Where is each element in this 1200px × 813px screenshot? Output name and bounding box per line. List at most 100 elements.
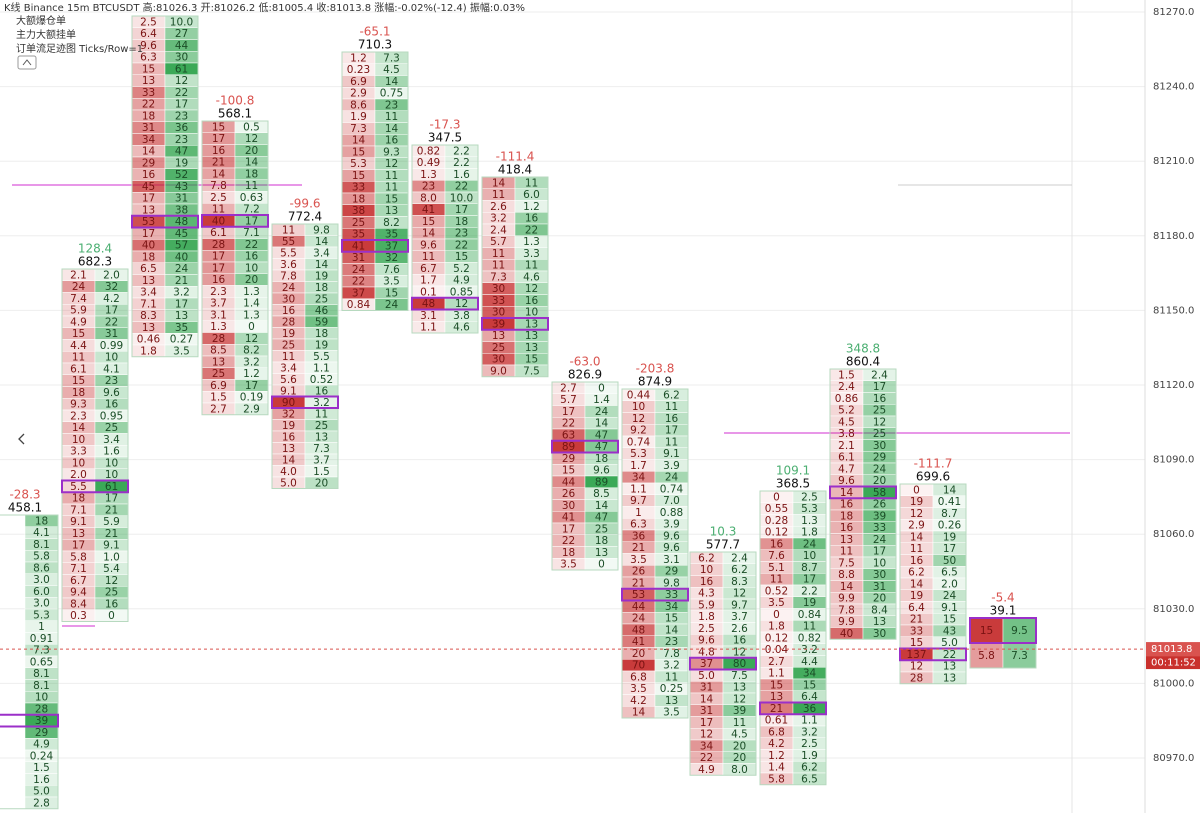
- buy-volume: 22: [245, 239, 258, 251]
- buy-volume: 0.5: [243, 121, 260, 133]
- buy-volume: 1.8: [801, 527, 818, 539]
- sell-volume: 3.4: [140, 287, 157, 299]
- sell-volume: 6.4: [908, 602, 925, 614]
- buy-volume: 1.2: [523, 201, 540, 213]
- buy-volume: 1.6: [453, 169, 470, 181]
- footprint-column: 184.18.15.88.63.06.03.05.310.917.30.658.…: [0, 488, 59, 809]
- scroll-left[interactable]: [18, 433, 25, 445]
- buy-volume: 13: [385, 205, 398, 217]
- buy-volume: 18: [455, 216, 468, 228]
- sell-volume: 2.5: [210, 192, 227, 204]
- sell-volume: 21: [632, 542, 645, 554]
- sell-volume: 12: [910, 661, 923, 673]
- sell-volume: 14: [282, 454, 296, 466]
- sell-volume: 6.2: [698, 552, 715, 564]
- buy-volume: 46: [315, 305, 329, 317]
- buy-volume: 8.2: [383, 217, 400, 229]
- sell-volume: 14: [700, 693, 714, 705]
- sell-volume: 18: [142, 251, 155, 263]
- buy-volume: 48: [175, 216, 188, 228]
- sell-volume: 37: [700, 658, 713, 670]
- buy-volume: 13: [943, 661, 956, 673]
- buy-cell: [1002, 617, 1037, 644]
- sell-volume: 45: [142, 181, 155, 193]
- buy-volume: 9.5: [1011, 625, 1028, 637]
- sell-volume: 1.8: [768, 621, 785, 633]
- buy-volume: 9.6: [593, 465, 610, 477]
- buy-volume: 2.9: [243, 403, 260, 415]
- sell-volume: 11: [840, 546, 853, 558]
- buy-volume: 7.5: [731, 670, 748, 682]
- sell-volume: 48: [422, 298, 435, 310]
- buy-volume: 9.1: [103, 540, 120, 552]
- header-title: K线 Binance 15m BTCUSDT 高:81026.3 开:81026…: [4, 1, 525, 14]
- buy-volume: 12: [105, 575, 118, 587]
- sell-volume: 6.9: [350, 76, 367, 88]
- sell-volume: 3.2: [490, 213, 507, 225]
- sell-volume: 24: [72, 281, 86, 293]
- buy-volume: 11: [385, 111, 398, 123]
- sell-volume: 4.2: [768, 738, 785, 750]
- column-delta: -28.3: [9, 488, 40, 502]
- buy-volume: 1.6: [103, 446, 120, 458]
- buy-volume: 14: [315, 236, 329, 248]
- buy-volume: 1.1: [313, 362, 330, 374]
- sell-volume: 9.7: [630, 495, 647, 507]
- buy-volume: 17: [873, 546, 886, 558]
- sell-volume: 0.28: [765, 515, 788, 527]
- poc-highlight: [341, 239, 409, 253]
- buy-volume: 17: [105, 305, 118, 317]
- sell-volume: 4.2: [630, 695, 647, 707]
- sell-volume: 24: [352, 264, 366, 276]
- sell-volume: 13: [142, 75, 155, 87]
- sell-volume: 10: [72, 457, 85, 469]
- sell-volume: 41: [422, 204, 435, 216]
- sell-volume: 2.0: [70, 469, 87, 481]
- sell-volume: 0.52: [765, 585, 788, 597]
- buy-volume: 17: [245, 380, 258, 392]
- sell-volume: 11: [770, 574, 783, 586]
- buy-volume: 9.6: [663, 530, 680, 542]
- sell-volume: 13: [72, 528, 85, 540]
- sell-volume: 30: [282, 293, 295, 305]
- header-line: 大额爆仓单: [16, 14, 66, 27]
- buy-volume: 25: [105, 587, 118, 599]
- collapse-button[interactable]: [17, 55, 37, 70]
- sell-volume: 55: [282, 236, 295, 248]
- column-delta: -111.7: [914, 457, 953, 471]
- column-volume: 577.7: [706, 538, 740, 552]
- poc-highlight: [551, 439, 619, 454]
- buy-volume: 25: [873, 428, 886, 440]
- buy-volume: 5.4: [103, 563, 120, 575]
- column-outline: [621, 388, 689, 719]
- buy-volume: 8.3: [731, 576, 748, 588]
- sell-volume: 19: [910, 590, 923, 602]
- footprint-column: 0.44 6.2 10 11 12 16 9.2 17 0.74 11 5.3 9.1 1.7 3.9 34…: [621, 362, 689, 719]
- sell-volume: 89: [562, 441, 575, 453]
- sell-volume: 11: [212, 204, 225, 216]
- price-tick-label: 81270.0: [1153, 7, 1194, 18]
- sell-volume: 2.5: [698, 623, 715, 635]
- buy-volume: 11: [385, 170, 398, 182]
- buy-volume: 0.63: [240, 192, 263, 204]
- poc-highlight: [271, 395, 339, 409]
- buy-volume: 15: [525, 354, 538, 366]
- buy-volume: 29: [35, 727, 48, 739]
- buy-volume: 16: [525, 295, 539, 307]
- sell-volume: 25: [352, 217, 365, 229]
- sell-volume: 9.9: [838, 593, 855, 605]
- sell-volume: 17: [142, 193, 155, 205]
- buy-volume: 4.1: [103, 363, 120, 375]
- buy-volume: 16: [525, 213, 539, 225]
- buy-volume: 50: [943, 555, 956, 567]
- sell-volume: 11: [282, 351, 295, 363]
- sell-volume: 2.6: [490, 201, 507, 213]
- sell-volume: 15: [352, 146, 365, 158]
- column-outline: [481, 176, 549, 378]
- buy-volume: 12: [245, 133, 258, 145]
- sell-volume: 41: [562, 512, 575, 524]
- buy-volume: 7.3: [1011, 650, 1028, 662]
